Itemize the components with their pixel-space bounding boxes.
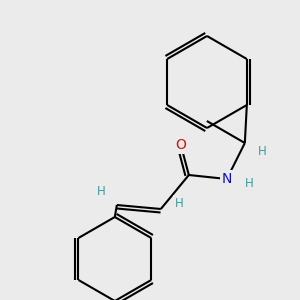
Text: H: H: [257, 145, 266, 158]
Text: H: H: [97, 184, 105, 197]
Text: N: N: [222, 172, 232, 186]
Text: H: H: [244, 176, 253, 190]
Text: H: H: [175, 196, 183, 209]
Text: O: O: [176, 138, 186, 152]
